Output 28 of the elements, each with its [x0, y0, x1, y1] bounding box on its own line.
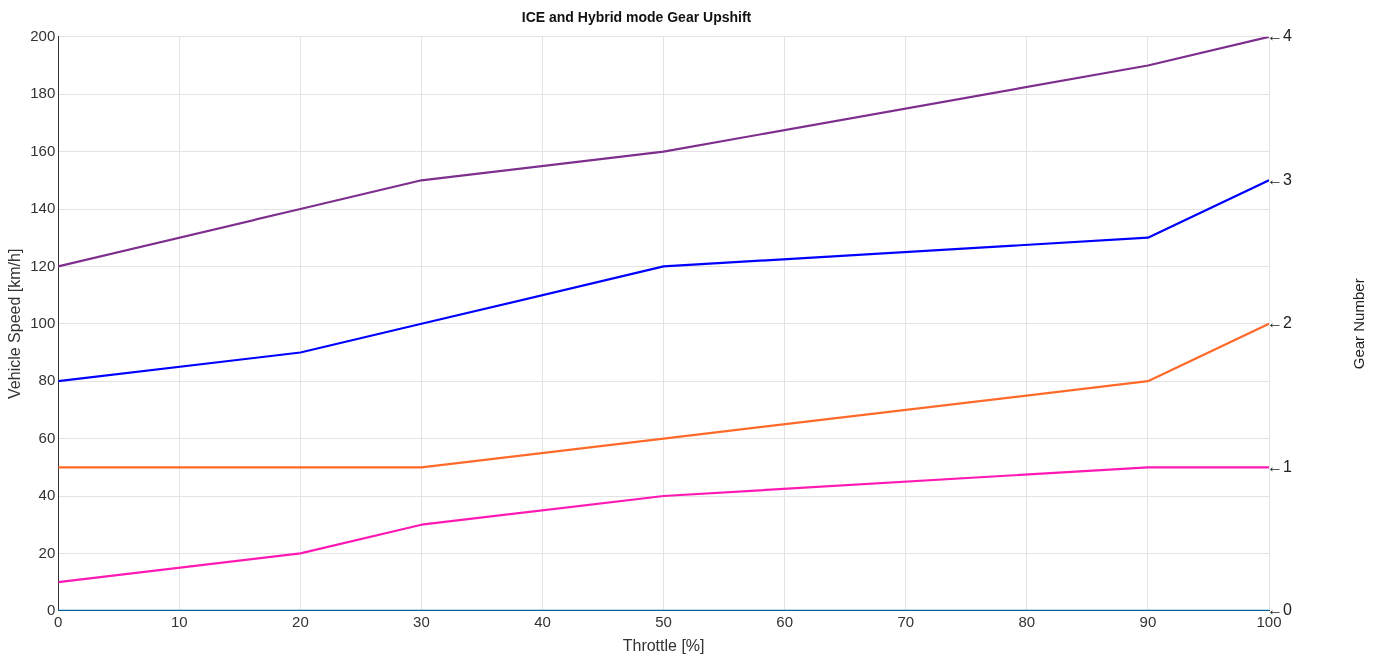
annotation: ←2: [1267, 314, 1292, 332]
x-tick-label: 90: [1139, 612, 1157, 630]
y-tick-label: 40: [38, 486, 56, 504]
y-tick-label: 140: [30, 199, 56, 217]
x-axis-title: Throttle [%]: [622, 636, 705, 654]
y2-axis-title: Gear Number: [1350, 278, 1368, 370]
annotation: ←1: [1267, 457, 1292, 475]
x-tick-label: 80: [1018, 612, 1036, 630]
x-tick-label: 60: [776, 612, 794, 630]
y-tick-label: 180: [30, 84, 56, 102]
y-tick-label: 100: [30, 313, 56, 331]
x-tick-label: 40: [534, 612, 551, 630]
y-tick-label: 80: [38, 371, 56, 389]
annotation: ←4: [1267, 27, 1292, 45]
x-tick-label: 20: [292, 612, 309, 630]
y-tick-label: 0: [46, 600, 56, 618]
y-tick-label: 160: [30, 141, 56, 159]
x-tick-label: 70: [897, 612, 915, 630]
y-axis-title: Vehicle Speed [km/h]: [6, 248, 24, 399]
x-tick-label: 10: [170, 612, 188, 630]
x-tick-label: 30: [413, 612, 430, 630]
y-tick-label: 120: [30, 256, 56, 274]
y-tick-label: 60: [38, 428, 56, 446]
annotation: ←3: [1267, 170, 1292, 188]
y-tick-label: 20: [38, 543, 56, 561]
y-tick-label: 200: [30, 26, 56, 44]
x-tick-label: 50: [655, 612, 672, 630]
chart-title: ICE and Hybrid mode Gear Upshift: [521, 9, 752, 26]
